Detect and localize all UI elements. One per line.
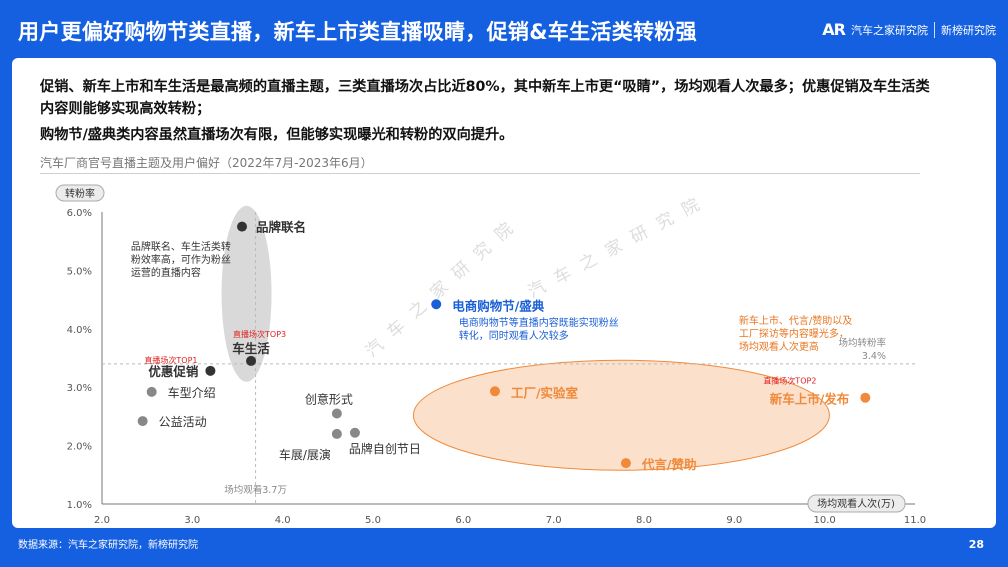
data-point-label: 品牌自创节日 (349, 442, 421, 456)
data-point (146, 386, 157, 397)
brand-block: AR 汽车之家研究院 新榜研究院 (822, 20, 996, 39)
x-tick-label: 5.0 (365, 515, 381, 526)
data-point-label: 工厂/实验室 (511, 385, 579, 400)
x-tick-label: 6.0 (455, 515, 471, 526)
x-tick-label: 4.0 (275, 515, 291, 526)
autohome-logo: AR (822, 20, 846, 39)
exposure-highlight (412, 359, 830, 471)
chart-subtitle: 汽车厂商官号直播主题及用户偏好（2022年7月-2023年6月） (40, 156, 373, 170)
y-tick-label: 2.0% (67, 442, 92, 453)
x-tick-label: 2.0 (94, 515, 110, 526)
scatter-chart: 汽车之家研究院汽车之家研究院1.0%2.0%3.0%4.0%5.0%6.0%2.… (55, 184, 926, 526)
x-axis-title: 场均观看人次(万) (817, 497, 895, 510)
avg-fan-rate-reference-value: 3.4% (862, 351, 886, 362)
data-point-label: 电商购物节/盛典 (452, 298, 545, 313)
data-point (489, 386, 500, 397)
y-tick-label: 1.0% (67, 500, 92, 511)
data-point-label: 新车上市/发布 (770, 392, 850, 407)
annotation-text: 电商购物节等直播内容既能实现粉丝 (459, 316, 619, 329)
data-source: 数据来源：汽车之家研究院，新榜研究院 (18, 540, 198, 551)
rank-tag: 直播场次TOP1 (144, 355, 197, 365)
x-tick-label: 7.0 (546, 515, 562, 526)
y-tick-label: 5.0% (67, 266, 92, 277)
page-number: 28 (968, 538, 984, 551)
partner-name: 新榜研究院 (941, 23, 996, 37)
x-axis-title-pill (807, 494, 906, 513)
lead-line-2: 购物节/盛典类内容虽然直播场次有限，但能够实现曝光和转粉的双向提升。 (40, 127, 514, 143)
annotation-text: 场均观看人次更高 (739, 340, 819, 353)
data-point-label: 车生活 (232, 341, 270, 356)
annotation-text: 运营的直播内容 (131, 266, 201, 279)
x-tick-label: 3.0 (184, 515, 200, 526)
annotation-text: 工厂探访等内容曝光多， (739, 327, 849, 340)
x-tick-label: 9.0 (726, 515, 742, 526)
y-axis-title-pill (55, 184, 105, 202)
y-tick-label: 6.0% (67, 208, 92, 219)
data-point-label: 创意形式 (305, 391, 353, 406)
lead-line-1: 促销、新车上市和车生活是最高频的直播主题，三类直播场次占比近80%，其中新车上市… (40, 79, 930, 117)
y-tick-label: 4.0% (67, 325, 92, 336)
avg-views-reference-label: 场均观看3.7万 (224, 484, 287, 496)
watermark-text: 汽车之家研究院 (525, 189, 714, 302)
data-point (860, 392, 871, 403)
data-point (137, 416, 148, 427)
lead-text: 促销、新车上市和车生活是最高频的直播主题，三类直播场次占比近80%，其中新车上市… (40, 76, 940, 146)
data-point (349, 427, 360, 438)
data-point-label: 车展/展演 (279, 447, 331, 462)
data-point (331, 408, 342, 419)
y-axis-title: 转粉率 (65, 187, 95, 200)
data-point (331, 428, 342, 439)
header-bar: 用户更偏好购物节类直播，新车上市类直播吸睛，促销&车生活类转粉强 AR 汽车之家… (0, 0, 1008, 60)
rank-tag: 直播场次TOP2 (763, 376, 816, 386)
data-point (205, 365, 216, 376)
data-point (431, 299, 442, 310)
fan-conversion-highlight (221, 205, 272, 382)
page-title: 用户更偏好购物节类直播，新车上市类直播吸睛，促销&车生活类转粉强 (18, 20, 697, 44)
y-tick-label: 3.0% (67, 383, 92, 394)
annotation-text: 粉效率高，可作为粉丝 (131, 253, 231, 266)
annotation-text: 转化，同时观看人次较多 (459, 329, 569, 342)
data-point-label: 车型介绍 (168, 385, 216, 400)
rank-tag: 直播场次TOP3 (233, 329, 286, 339)
avg-fan-rate-reference-label: 场均转粉率 (838, 337, 886, 349)
x-tick-label: 11.0 (904, 515, 926, 526)
data-point-label: 优惠促销 (148, 364, 199, 379)
annotation-text: 品牌联名、车生活类转 (131, 240, 231, 253)
data-point (237, 221, 248, 232)
x-tick-label: 8.0 (636, 515, 652, 526)
brand-name: 汽车之家研究院 (851, 23, 928, 37)
content-card: 促销、新车上市和车生活是最高频的直播主题，三类直播场次占比近80%，其中新车上市… (12, 58, 996, 528)
annotation-text: 新车上市、代言/赞助以及 (739, 314, 852, 327)
data-point-label: 公益活动 (159, 415, 207, 429)
data-point-label: 品牌联名 (256, 220, 306, 235)
data-point (246, 355, 257, 366)
data-point-label: 代言/赞助 (641, 457, 697, 472)
brand-divider (934, 21, 935, 38)
data-point (620, 458, 631, 469)
subtitle-rule (40, 173, 920, 174)
x-tick-label: 10.0 (814, 515, 836, 526)
